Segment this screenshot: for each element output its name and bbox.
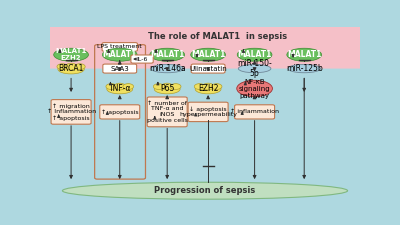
Text: MALAT1: MALAT1 [191,50,225,59]
Text: Ulinastatin: Ulinastatin [189,65,227,72]
FancyBboxPatch shape [147,97,187,127]
Text: MALAT1: MALAT1 [102,50,137,59]
Ellipse shape [287,48,322,61]
Text: P65: P65 [160,84,174,93]
Ellipse shape [74,64,85,70]
Text: ↓ apoptosis
hyperpermeability: ↓ apoptosis hyperpermeability [179,106,237,117]
Ellipse shape [54,48,88,61]
Ellipse shape [211,84,222,90]
Ellipse shape [62,182,348,199]
Ellipse shape [123,84,134,90]
Ellipse shape [57,64,68,70]
Ellipse shape [102,48,137,61]
Text: The role of MALAT1  in sepsis: The role of MALAT1 in sepsis [148,32,287,41]
Ellipse shape [170,84,181,90]
Ellipse shape [150,48,184,61]
Ellipse shape [162,83,173,90]
Text: BRCA1: BRCA1 [58,64,84,73]
Text: ↑ apoptosis: ↑ apoptosis [101,109,138,115]
Text: miR-125b: miR-125b [286,64,322,73]
Ellipse shape [154,84,180,94]
Ellipse shape [151,64,184,73]
Text: EZH2: EZH2 [198,84,218,93]
Text: LPS treatment: LPS treatment [97,44,142,50]
FancyBboxPatch shape [188,102,228,122]
Text: NF-κB
signaling
pathway: NF-κB signaling pathway [239,79,270,99]
Text: ↑ number of
TNF-α and
iNOS
positive cells: ↑ number of TNF-α and iNOS positive cell… [147,101,188,123]
FancyBboxPatch shape [50,27,360,69]
FancyBboxPatch shape [191,64,225,73]
Text: ↑ inflammation: ↑ inflammation [230,109,279,114]
Ellipse shape [238,64,271,73]
Ellipse shape [106,84,116,90]
Ellipse shape [114,83,126,90]
Ellipse shape [191,48,226,61]
FancyBboxPatch shape [51,100,91,124]
Text: MALAT1: MALAT1 [287,50,321,59]
Ellipse shape [107,84,133,94]
Ellipse shape [237,80,272,97]
Ellipse shape [202,83,214,90]
FancyBboxPatch shape [131,55,153,63]
Text: miR-150-
5p: miR-150- 5p [237,59,272,78]
Ellipse shape [288,64,320,73]
Text: MALAT1: MALAT1 [150,50,184,59]
Ellipse shape [194,84,205,90]
Ellipse shape [58,65,84,74]
Ellipse shape [65,63,77,70]
Ellipse shape [237,48,272,61]
Text: SAA3: SAA3 [110,65,129,72]
Text: MALAT1: MALAT1 [238,50,272,59]
FancyBboxPatch shape [235,105,274,119]
Ellipse shape [153,84,164,90]
Text: IL-6: IL-6 [136,56,148,62]
Text: Progression of sepsis: Progression of sepsis [154,186,256,195]
Text: MALAT1
EZH2: MALAT1 EZH2 [55,48,87,61]
FancyBboxPatch shape [103,64,137,73]
Text: miR-146a: miR-146a [149,64,186,73]
FancyBboxPatch shape [102,43,138,51]
Ellipse shape [195,84,221,94]
FancyBboxPatch shape [100,105,140,119]
Text: TNF-α: TNF-α [108,84,131,93]
Text: ↑ migration
↑ Inflammation
↑ apoptosis: ↑ migration ↑ Inflammation ↑ apoptosis [46,103,96,121]
